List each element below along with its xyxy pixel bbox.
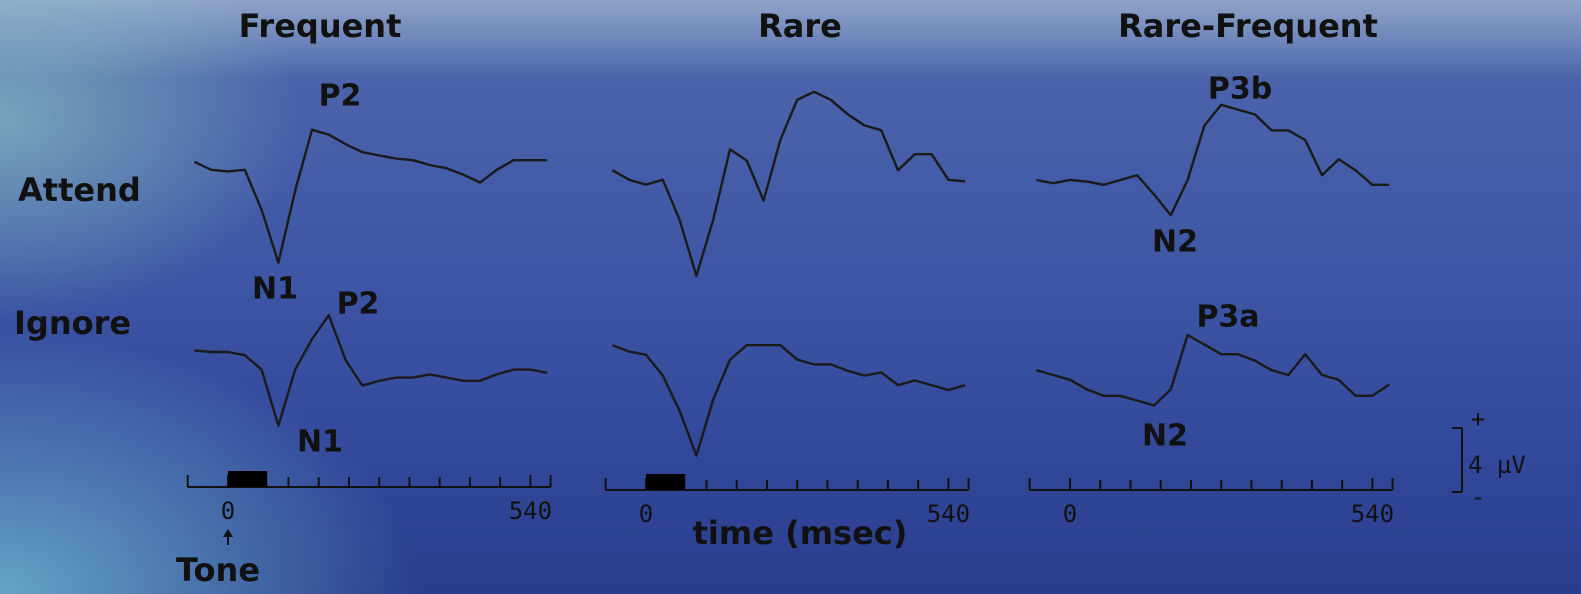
row-label: Ignore	[14, 304, 131, 342]
peak-label: P2	[319, 79, 362, 114]
peak-label: P3b	[1208, 72, 1272, 107]
peak-label: P3a	[1196, 300, 1259, 335]
x-tick-label: 540	[927, 500, 970, 528]
peak-label: N1	[252, 272, 298, 307]
x-tick-label: 0	[221, 497, 235, 525]
x-axis-label: time (msec)	[693, 514, 908, 552]
panel-title: Rare	[758, 7, 842, 45]
stimulus-bar	[228, 471, 268, 487]
waveform	[194, 314, 548, 427]
stimulus-label: Tone	[176, 551, 260, 589]
waveform	[1036, 333, 1390, 407]
scale-minus: -	[1471, 483, 1485, 511]
peak-label: N2	[1152, 225, 1198, 260]
stimulus-bar	[646, 474, 686, 490]
peak-label: P2	[337, 287, 380, 322]
x-tick-label: 540	[509, 497, 552, 525]
x-tick-label: 0	[1063, 500, 1077, 528]
peak-label: N2	[1142, 419, 1188, 454]
row-label: Attend	[18, 171, 141, 209]
waveform	[193, 128, 548, 264]
x-tick-label: 540	[1351, 500, 1394, 528]
scale-label: 4 µV	[1468, 451, 1526, 479]
peak-label: N1	[297, 425, 343, 460]
panel-title: Frequent	[239, 7, 402, 45]
x-tick-label: 0	[639, 500, 653, 528]
waveform	[611, 90, 966, 277]
scale-plus: +	[1471, 405, 1485, 433]
waveform	[1036, 103, 1390, 217]
stimulus-arrowhead	[223, 529, 233, 537]
panel-title: Rare-Frequent	[1118, 7, 1378, 45]
waveform	[611, 344, 966, 457]
